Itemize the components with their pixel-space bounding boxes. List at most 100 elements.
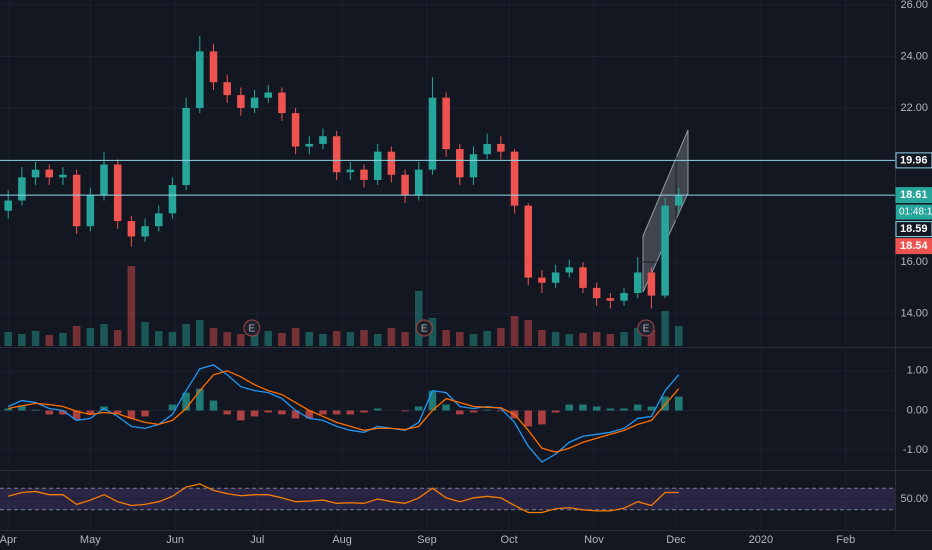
macd-histogram	[565, 404, 574, 411]
price-tag-label: 18.59	[900, 223, 928, 235]
candle-body	[209, 51, 218, 83]
candle-body	[538, 277, 546, 283]
volume-bar	[59, 333, 67, 346]
macd-histogram	[647, 406, 656, 411]
macd-histogram	[414, 406, 423, 411]
volume-bar	[113, 330, 122, 346]
price-tag-label: 18.54	[900, 240, 928, 252]
volume-bar	[551, 332, 560, 346]
candle-body	[469, 154, 478, 178]
volume-bar	[100, 324, 108, 346]
x-tick-label: Jun	[166, 534, 184, 546]
volume-bar	[305, 332, 314, 346]
macd-histogram	[633, 404, 642, 411]
volume-bar	[196, 320, 204, 346]
macd-line	[7, 364, 680, 463]
y-tick-label: 0.00	[907, 404, 928, 416]
macd-histogram	[291, 410, 300, 419]
x-tick-label: Jul	[250, 534, 264, 546]
candle-body	[237, 95, 245, 108]
volume-bar	[565, 334, 574, 346]
macd-histogram	[4, 408, 12, 411]
volume-bar	[633, 328, 642, 346]
volume-bar	[524, 320, 533, 346]
candle-body	[196, 51, 204, 108]
macd-histogram	[168, 404, 177, 411]
macd-histogram	[332, 410, 341, 415]
y-tick-label: -1.00	[903, 444, 928, 456]
macd-histogram	[31, 409, 40, 411]
candle-body	[141, 226, 149, 237]
volume-bar	[237, 334, 245, 346]
candle-body	[675, 195, 683, 206]
macd-histogram	[72, 410, 81, 420]
candle-body	[278, 92, 286, 114]
candle-body	[154, 213, 163, 227]
candle-body	[620, 293, 628, 301]
candle-body	[250, 97, 259, 108]
x-tick-label: Oct	[501, 534, 518, 546]
volume-bar	[538, 330, 546, 346]
macd-histogram	[360, 410, 368, 413]
earnings-marker	[243, 319, 261, 337]
macd-line	[8, 370, 680, 453]
volume-bar	[223, 332, 231, 346]
macd-histogram	[456, 410, 464, 415]
volume-bar	[661, 311, 669, 346]
macd-histogram	[373, 408, 382, 411]
volume-bar	[168, 332, 177, 346]
macd-histogram	[442, 404, 450, 411]
macd-histogram	[606, 408, 615, 411]
candle-body	[565, 267, 574, 273]
volume-bar	[127, 266, 136, 346]
candle-body	[4, 200, 12, 211]
x-tick-label: Apr	[0, 534, 17, 546]
x-tick-label: May	[80, 534, 101, 546]
volume-bar	[319, 334, 327, 346]
macd-histogram	[59, 410, 67, 415]
candle-body	[373, 151, 382, 180]
candle-body	[510, 151, 519, 206]
volume-bar	[86, 328, 95, 346]
y-tick-label: 24.00	[900, 50, 928, 62]
candle-body	[291, 113, 300, 147]
candle-body	[592, 287, 601, 299]
candle-body	[100, 164, 108, 196]
earnings-marker	[415, 319, 433, 337]
price-tag	[895, 238, 932, 255]
volume-bar	[332, 331, 341, 346]
x-tick-label: Feb	[836, 534, 855, 546]
x-tick-label: Aug	[332, 534, 352, 546]
candle-body	[332, 136, 341, 173]
volume-bar	[154, 331, 163, 346]
y-tick-label: 1.00	[907, 365, 928, 377]
candle-body	[428, 97, 437, 170]
volume-bar	[346, 332, 355, 346]
macd-histogram	[209, 400, 218, 411]
macd-histogram	[675, 396, 683, 411]
candle-body	[168, 185, 177, 214]
macd-histogram	[250, 410, 259, 417]
candle-body	[45, 169, 54, 178]
macd-histogram	[182, 392, 190, 411]
macd-histogram	[113, 410, 122, 414]
volume-bar	[278, 333, 286, 346]
macd-histogram	[264, 410, 272, 413]
volume-bar	[647, 330, 656, 346]
y-tick-label: 26.00	[900, 0, 928, 11]
volume-bar	[510, 316, 519, 346]
candle-body	[346, 169, 355, 173]
macd-histogram	[127, 410, 136, 419]
volume-bar	[620, 332, 628, 346]
volume-bar	[18, 334, 26, 346]
volume-bar	[250, 330, 259, 346]
candle-body	[661, 205, 669, 296]
volume-bar	[414, 291, 423, 346]
y-tick-label: 50.00	[900, 493, 928, 505]
volume-bar	[45, 335, 54, 346]
candle-body	[264, 92, 272, 98]
candle-body	[305, 143, 314, 147]
candle-body	[551, 272, 560, 283]
